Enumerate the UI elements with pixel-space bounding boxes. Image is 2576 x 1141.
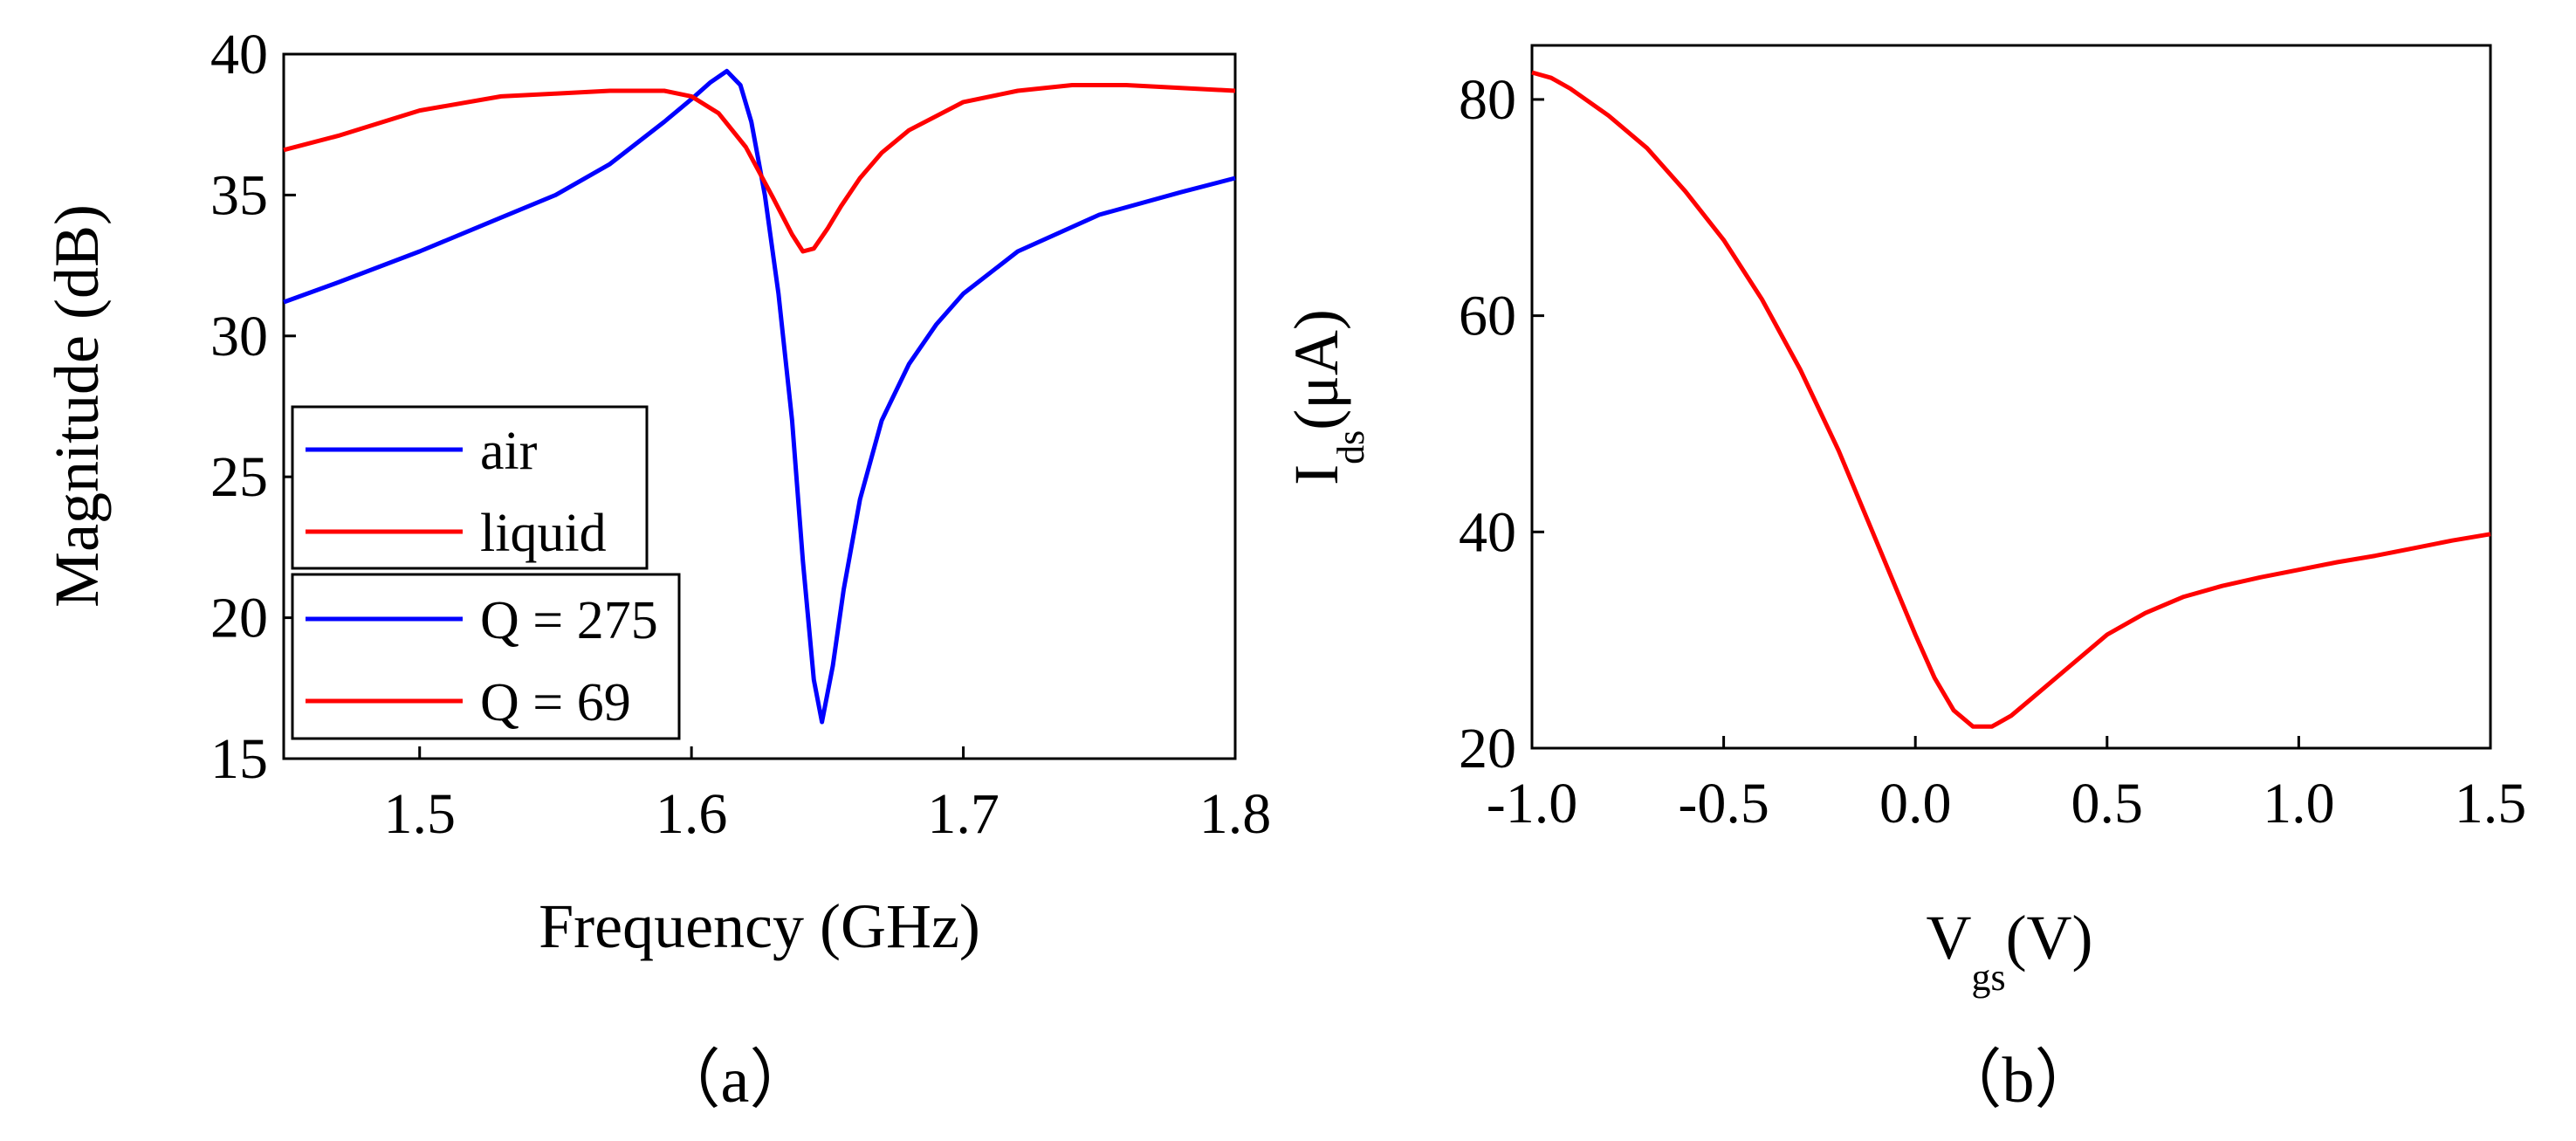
chart-a-xtick-label: 1.7 bbox=[927, 782, 999, 846]
legend-box-2 bbox=[291, 573, 681, 740]
chart-b-series-ids bbox=[1531, 70, 2491, 729]
chart-b-ylabel-sub: ds bbox=[1329, 430, 1372, 464]
chart-a-xtick-label: 1.5 bbox=[383, 782, 456, 846]
chart-b-ytick-label: 40 bbox=[1459, 500, 1516, 564]
chart-b-xlabel-sub: gs bbox=[1971, 956, 2005, 999]
chart-b-xtick-label: -1.0 bbox=[1487, 772, 1577, 835]
chart-a-plot-frame bbox=[282, 52, 1237, 760]
chart-a-xtick-label: 1.8 bbox=[1199, 782, 1272, 846]
chart-b-xtick-label: -0.5 bbox=[1678, 772, 1769, 835]
chart-b-ylabel-unit: (μA) bbox=[1281, 309, 1351, 430]
chart-a-xtick-label: 1.6 bbox=[656, 782, 728, 846]
chart-a-ytick-label: 30 bbox=[210, 305, 268, 368]
chart-b-xlabel-main: V bbox=[1926, 903, 1971, 973]
chart-a-ytick-label: 35 bbox=[210, 163, 268, 227]
chart-a-ytick-label: 40 bbox=[210, 23, 268, 86]
chart-a-ytick-label: 20 bbox=[210, 587, 268, 650]
legend-label-q275: Q = 275 bbox=[480, 591, 658, 650]
chart-b-series-layer bbox=[1531, 70, 2491, 729]
chart-b-ticks: -1.0 -0.5 0.0 0.5 1.0 1.5 20 40 60 80 bbox=[1459, 68, 2526, 835]
legend-label-q69: Q = 69 bbox=[480, 673, 631, 732]
chart-b-xtick-label: 1.0 bbox=[2263, 772, 2335, 835]
chart-b-xtick-label: 0.5 bbox=[2071, 772, 2144, 835]
chart-a-ylabel: Magnitude (dB) bbox=[42, 204, 112, 608]
legend-label-air: air bbox=[480, 422, 538, 481]
chart-a: 1.5 1.6 1.7 1.8 15 20 25 30 35 40 air liquid Q = … bbox=[42, 23, 1271, 1117]
chart-b-plot-frame bbox=[1530, 44, 2492, 750]
chart-b-ytick-label: 60 bbox=[1459, 285, 1516, 348]
chart-a-series-liquid bbox=[283, 83, 1236, 254]
chart-b-xlabel: Vgs(V) bbox=[1926, 903, 2092, 999]
chart-b-ylabel-main: I bbox=[1281, 464, 1351, 485]
chart-b-xlabel-unit: (V) bbox=[2006, 903, 2093, 973]
panel-label-b: （b） bbox=[1938, 1045, 2099, 1117]
chart-b-xtick-label: 0.0 bbox=[1879, 772, 1952, 835]
chart-a-xlabel: Frequency (GHz) bbox=[539, 891, 980, 961]
chart-b-ytick-label: 20 bbox=[1459, 717, 1516, 780]
chart-a-ytick-label: 25 bbox=[210, 445, 268, 509]
chart-b-ytick-label: 80 bbox=[1459, 68, 1516, 132]
chart-a-series-layer bbox=[283, 68, 1236, 725]
panel-label-a: （a） bbox=[656, 1045, 814, 1117]
chart-a-ytick-label: 15 bbox=[210, 727, 268, 791]
chart-a-series-air bbox=[283, 68, 1236, 725]
legend-box-1 bbox=[291, 405, 649, 570]
chart-b-ylabel: Ids(μA) bbox=[1281, 309, 1372, 485]
chart-a-ticks: 1.5 1.6 1.7 1.8 15 20 25 30 35 40 bbox=[210, 23, 1271, 846]
chart-b-xtick-label: 1.5 bbox=[2455, 772, 2527, 835]
legend-label-liquid: liquid bbox=[480, 504, 607, 563]
